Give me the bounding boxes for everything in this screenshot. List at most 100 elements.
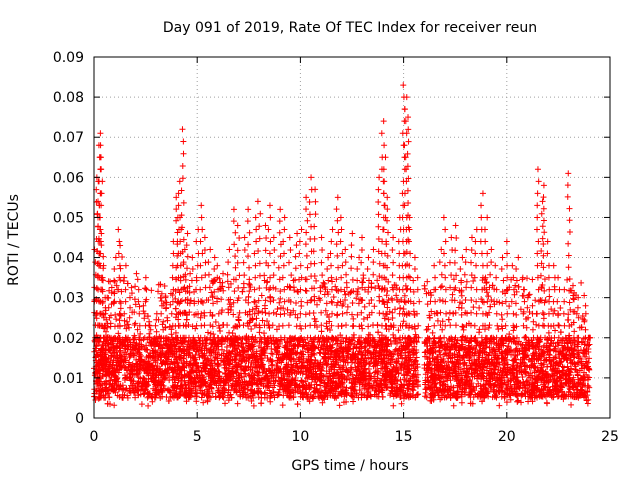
data-point: [290, 349, 297, 356]
data-point: [148, 287, 155, 294]
data-point: [355, 360, 362, 367]
data-point: [123, 367, 130, 374]
data-point: [361, 337, 368, 344]
data-point: [496, 402, 503, 409]
data-point: [222, 400, 229, 407]
data-point: [532, 297, 539, 304]
data-point: [393, 392, 400, 399]
data-point: [155, 378, 162, 385]
data-point: [161, 352, 168, 359]
data-point: [262, 305, 269, 312]
data-point: [545, 351, 552, 358]
data-point: [209, 390, 216, 397]
data-point: [314, 365, 321, 372]
data-point: [207, 381, 214, 388]
data-point: [586, 384, 593, 391]
data-point: [215, 368, 222, 375]
data-point: [212, 319, 219, 326]
data-point: [204, 398, 211, 405]
data-point: [185, 346, 192, 353]
data-point: [503, 287, 510, 294]
data-point: [533, 376, 540, 383]
data-point: [512, 391, 519, 398]
data-point: [260, 365, 267, 372]
data-point: [359, 278, 366, 285]
data-point: [299, 343, 306, 350]
data-point: [158, 290, 165, 297]
data-point: [361, 385, 368, 392]
data-point: [447, 355, 454, 362]
data-point: [172, 314, 179, 321]
data-point: [457, 344, 464, 351]
data-point: [320, 279, 327, 286]
data-point: [206, 360, 213, 367]
data-point: [402, 282, 409, 289]
data-point: [336, 402, 343, 409]
data-point: [231, 353, 238, 360]
data-point: [482, 349, 489, 356]
data-point: [562, 379, 569, 386]
data-point: [406, 335, 413, 342]
data-point: [378, 351, 385, 358]
data-point: [491, 339, 498, 346]
data-point: [314, 301, 321, 308]
data-point: [402, 299, 409, 306]
data-point: [364, 387, 371, 394]
data-point: [511, 373, 518, 380]
data-point: [348, 359, 355, 366]
data-point: [252, 299, 258, 306]
data-point: [565, 389, 572, 396]
data-point: [343, 376, 350, 383]
data-point: [390, 351, 397, 358]
data-point: [387, 392, 394, 399]
data-point: [516, 348, 523, 355]
data-point: [290, 393, 297, 400]
data-point: [381, 347, 388, 354]
data-point: [516, 338, 522, 345]
data-point: [246, 281, 253, 288]
data-point: [519, 391, 526, 398]
data-point: [498, 393, 505, 400]
data-point: [120, 386, 127, 393]
data-point: [439, 326, 446, 333]
data-point: [582, 353, 589, 360]
data-point: [264, 318, 271, 325]
data-point: [204, 329, 211, 336]
data-point: [565, 375, 572, 382]
data-point: [382, 362, 389, 369]
data-point: [436, 344, 443, 351]
data-point: [393, 292, 400, 299]
data-point: [432, 381, 439, 388]
data-point: [502, 351, 509, 358]
data-point: [339, 364, 346, 371]
data-point: [324, 385, 331, 392]
data-point: [251, 352, 258, 359]
data-point: [362, 355, 369, 362]
data-point: [312, 318, 319, 325]
data-point: [268, 350, 275, 357]
data-point: [571, 342, 578, 349]
data-point: [529, 361, 536, 368]
data-point: [343, 398, 350, 405]
data-point: [134, 326, 141, 333]
data-point: [207, 330, 214, 337]
data-point: [97, 352, 104, 359]
data-point: [141, 390, 148, 397]
data-point: [524, 377, 531, 384]
data-point: [374, 277, 381, 284]
data-point: [152, 392, 159, 399]
data-point: [171, 351, 178, 358]
data-point: [186, 289, 193, 296]
data-point: [567, 357, 574, 364]
data-point: [266, 387, 273, 394]
data-point: [479, 277, 486, 284]
data-point: [245, 392, 252, 399]
data-point: [360, 316, 367, 323]
data-point: [424, 362, 431, 369]
data-point: [110, 343, 117, 350]
data-point: [197, 340, 204, 347]
data-point: [423, 326, 430, 333]
data-point: [399, 355, 406, 362]
data-point: [319, 365, 326, 372]
data-point: [390, 402, 397, 409]
